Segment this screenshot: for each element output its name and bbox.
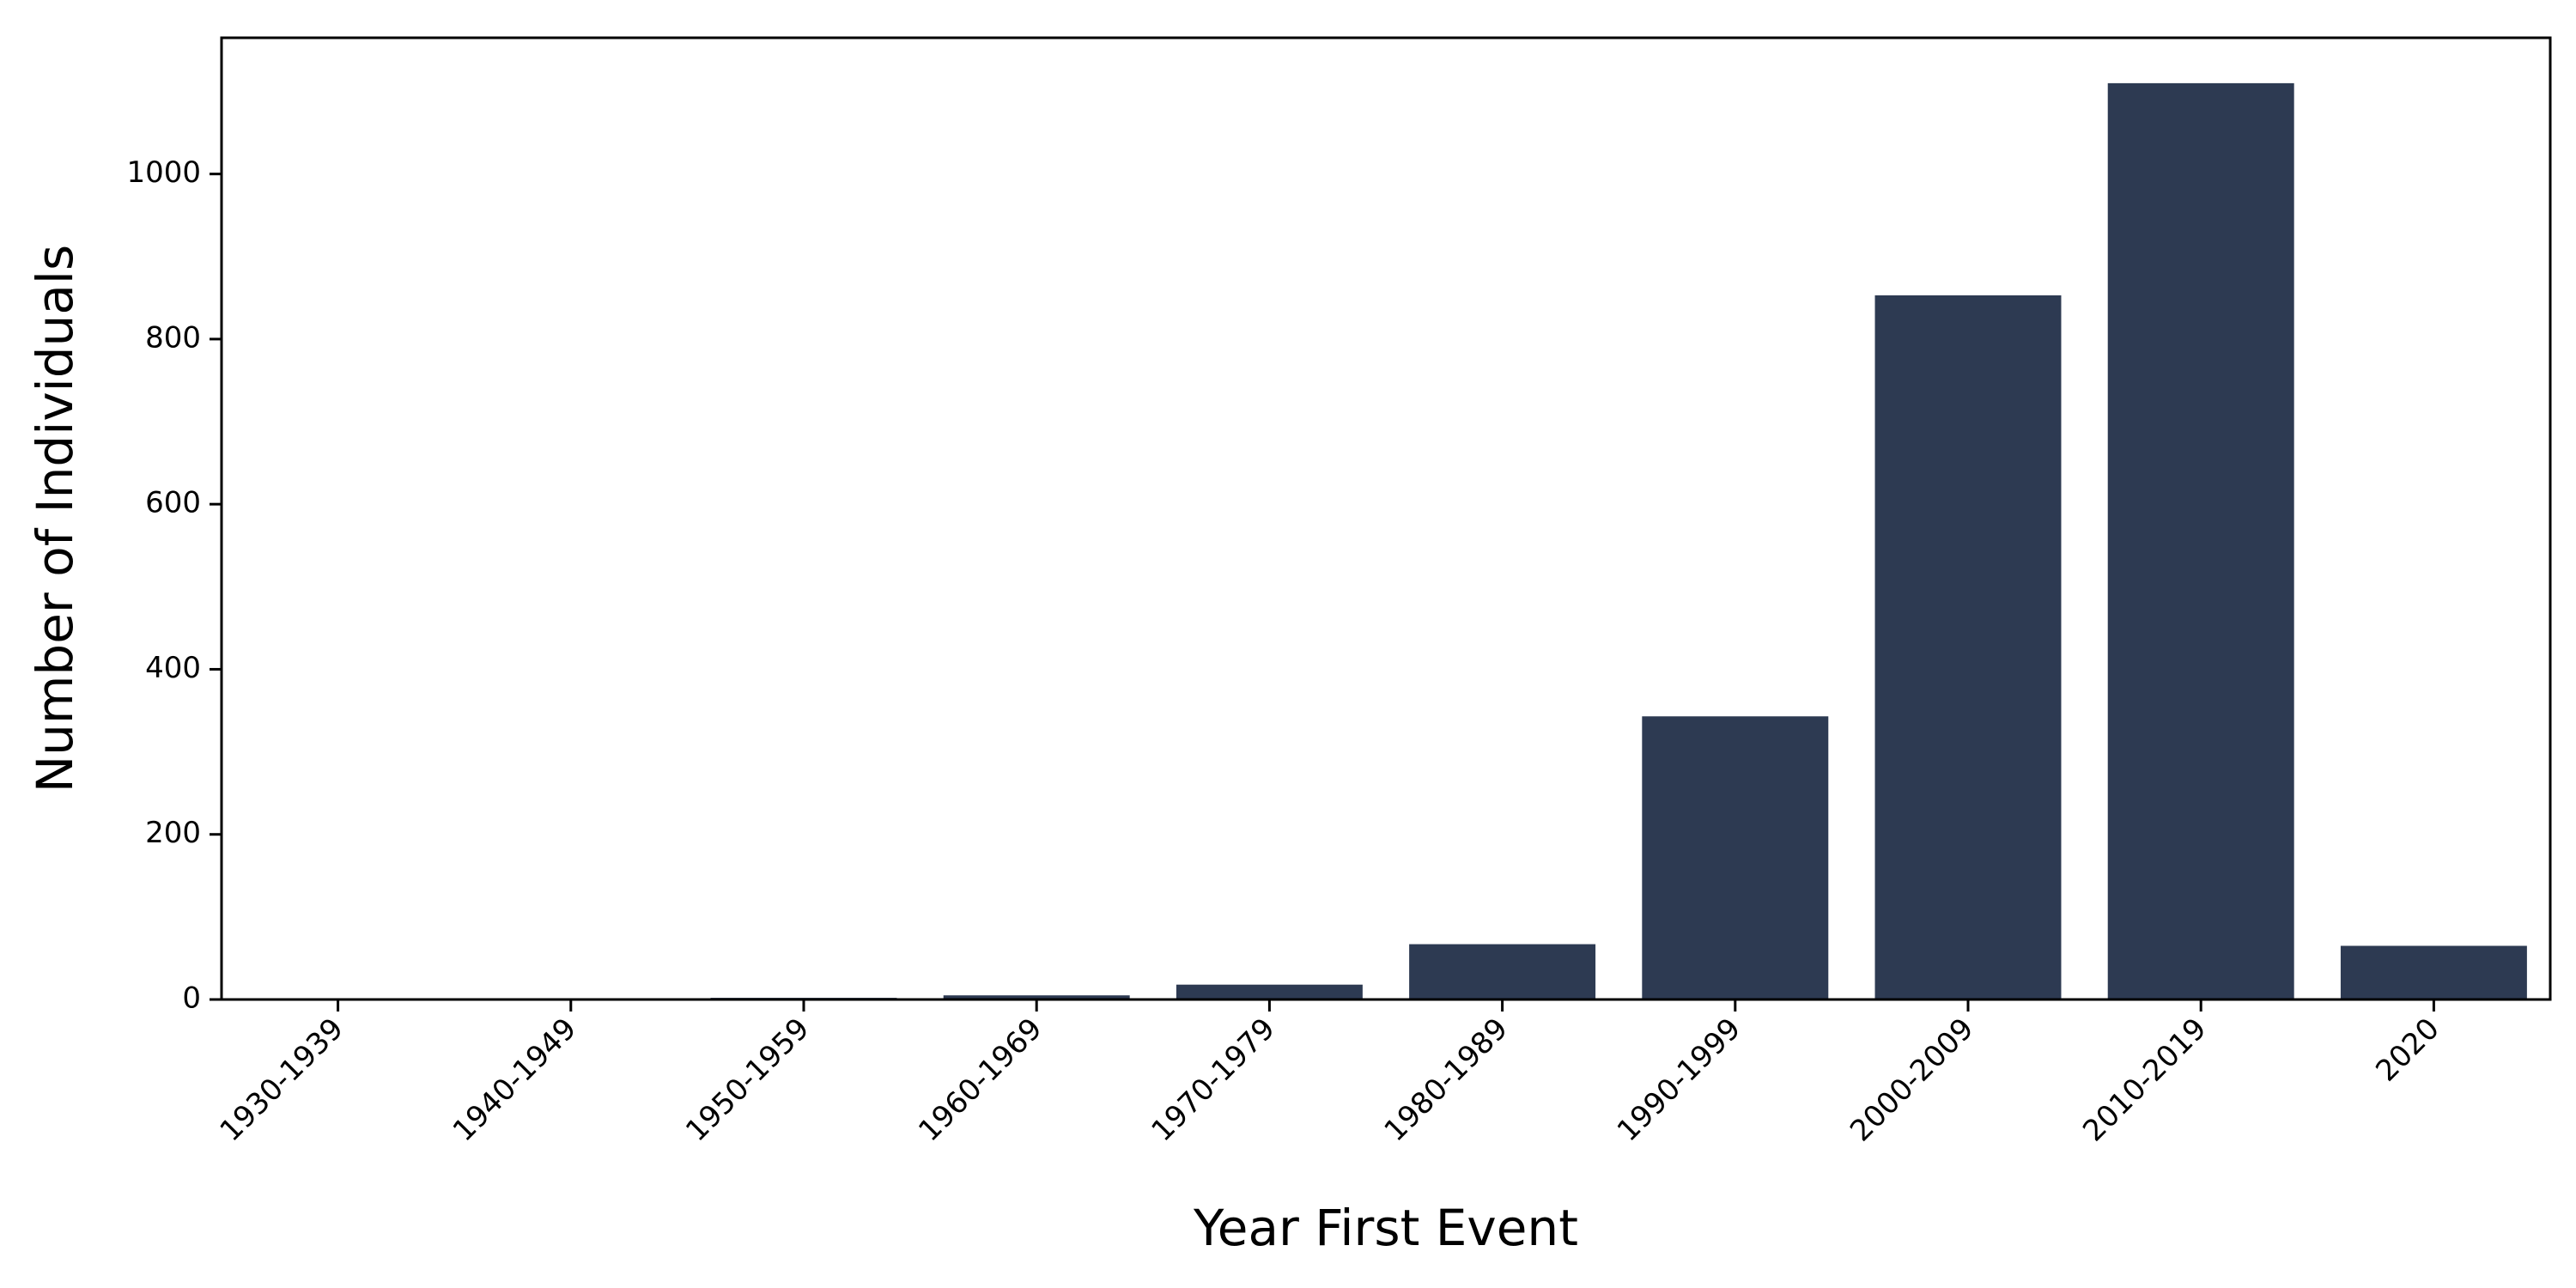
bar-1990-1999 bbox=[1642, 716, 1829, 999]
x-tick-label: 1950-1959 bbox=[679, 1012, 816, 1148]
x-tick-label: 1980-1989 bbox=[1378, 1012, 1515, 1148]
bars-layer bbox=[245, 82, 2527, 999]
bar-2000-2009 bbox=[1874, 295, 2062, 999]
bar-2020 bbox=[2340, 945, 2527, 999]
bar-1970-1979 bbox=[1176, 984, 1363, 999]
y-tick-label: 1000 bbox=[126, 155, 201, 190]
x-tick-label: 1940-1949 bbox=[447, 1012, 583, 1148]
x-tick-label: 2020 bbox=[2369, 1012, 2445, 1088]
plot-area-frame bbox=[220, 36, 2552, 1001]
y-tick-label: 600 bbox=[145, 486, 201, 520]
y-tick-label: 200 bbox=[145, 816, 201, 850]
x-axis-title: Year First Event bbox=[1193, 1199, 1578, 1257]
y-axis: 0 200 400 600 800 1000 bbox=[126, 155, 222, 1016]
x-tick-label: 1960-1969 bbox=[912, 1012, 1048, 1148]
y-tick-label: 400 bbox=[145, 651, 201, 685]
y-axis-title: Number of Individuals bbox=[26, 245, 84, 793]
x-axis: 1930-1939 1940-1949 1950-1959 1960-1969 1970… bbox=[214, 999, 2446, 1148]
x-tick-label: 1990-1999 bbox=[1611, 1012, 1747, 1148]
bar-1960-1969 bbox=[943, 995, 1130, 999]
x-tick-label: 1970-1979 bbox=[1145, 1012, 1281, 1148]
y-tick-label: 800 bbox=[145, 320, 201, 355]
y-tick-label: 0 bbox=[182, 981, 201, 1016]
x-tick-label: 2000-2009 bbox=[1844, 1012, 1980, 1148]
bar-2010-2019 bbox=[2107, 82, 2294, 999]
x-tick-label: 2010-2019 bbox=[2076, 1012, 2213, 1148]
bar-1980-1989 bbox=[1409, 944, 1596, 999]
x-tick-label: 1930-1939 bbox=[214, 1012, 350, 1148]
